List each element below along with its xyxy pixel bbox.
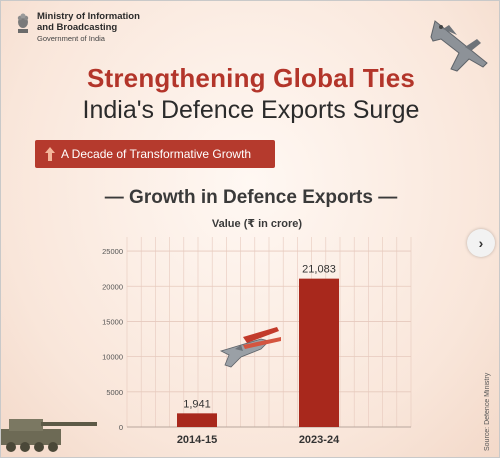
y-tick-label: 15000	[102, 317, 123, 326]
bar-value-label: 21,083	[302, 264, 336, 276]
fighter-jet-icon	[430, 20, 488, 72]
chart-title: Value (₹ in crore)	[212, 218, 303, 230]
bar-value-label: 1,941	[183, 398, 211, 410]
title-main: Strengthening Global Ties	[86, 63, 416, 93]
next-slide-button[interactable]: ›	[467, 229, 495, 257]
ministry-name: Ministry of Information and Broadcasting	[37, 11, 140, 33]
tagline-banner: A Decade of Transformative Growth	[35, 140, 275, 168]
fighter-jet-illustration	[219, 327, 281, 368]
national-emblem-icon	[17, 13, 29, 33]
title-sub: India's Defence Exports Surge	[82, 96, 420, 124]
x-tick-label: 2023-24	[299, 434, 340, 446]
x-tick-label: 2014-15	[177, 434, 217, 446]
bar-2014-15	[177, 413, 217, 427]
y-axis-ticks: 25000 20000 15000 10000 5000 0	[102, 247, 123, 432]
y-tick-label: 10000	[102, 353, 123, 362]
chart-grid	[126, 237, 412, 428]
bar-chart: Value (₹ in crore) 25000 20000 15000 10000 5…	[1, 218, 412, 452]
source-note: Source: Defence Ministry	[484, 372, 491, 451]
y-tick-label: 20000	[102, 282, 123, 291]
x-axis-labels: 2014-15 2023-24	[177, 434, 340, 446]
government-label: Government of India	[37, 34, 105, 43]
bar-2023-24	[299, 278, 339, 427]
y-tick-label: 0	[119, 423, 123, 432]
tagline-text: A Decade of Transformative Growth	[61, 147, 252, 161]
ministry-header: Ministry of Information and Broadcasting…	[15, 11, 147, 44]
y-tick-label: 25000	[102, 247, 123, 256]
bars: 1,941 21,083	[177, 264, 339, 427]
tank-icon	[1, 419, 97, 452]
arrow-up-icon	[45, 147, 55, 161]
section-title: — Growth in Defence Exports —	[104, 187, 398, 208]
chevron-right-icon: ›	[478, 235, 484, 251]
y-tick-label: 5000	[106, 388, 123, 397]
